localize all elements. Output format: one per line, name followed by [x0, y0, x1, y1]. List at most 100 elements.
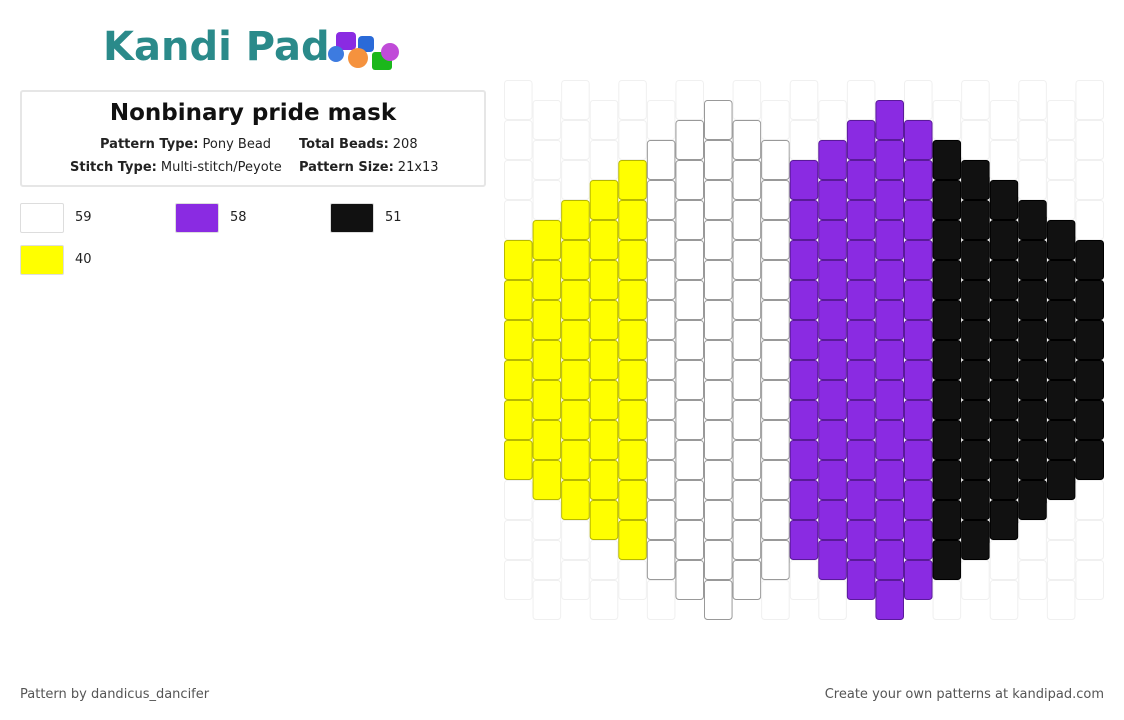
bead — [504, 280, 533, 320]
bead — [1018, 360, 1047, 400]
bead — [961, 480, 990, 520]
bead — [532, 340, 562, 380]
bead — [846, 280, 876, 320]
bead — [646, 380, 676, 420]
bead — [1075, 320, 1105, 360]
bead — [532, 380, 562, 420]
bead — [646, 140, 676, 180]
legend-swatch — [175, 203, 219, 233]
bead — [904, 200, 933, 240]
legend-swatch — [330, 203, 374, 233]
bead — [704, 340, 733, 380]
bead — [904, 240, 933, 280]
bead — [961, 520, 990, 560]
bead — [761, 540, 790, 580]
bead — [789, 280, 819, 320]
bead — [646, 260, 676, 300]
empty-bead — [589, 540, 619, 580]
info-item: Pattern Type: Pony Bead — [100, 137, 271, 152]
bead — [732, 320, 762, 360]
bead — [932, 180, 962, 220]
empty-bead — [1075, 80, 1105, 120]
bead — [618, 440, 647, 480]
info-label: Pattern Type: — [100, 137, 199, 152]
bead — [675, 160, 705, 200]
bead — [504, 240, 533, 280]
bead — [532, 420, 562, 460]
bead — [904, 480, 933, 520]
empty-bead — [1018, 120, 1047, 160]
bead — [561, 440, 590, 480]
info-label: Pattern Size: — [299, 160, 394, 175]
bead — [504, 400, 533, 440]
bead — [932, 140, 962, 180]
info-label: Stitch Type: — [70, 160, 157, 175]
empty-bead — [1075, 160, 1105, 200]
bead — [875, 260, 905, 300]
bead — [675, 400, 705, 440]
bead — [675, 320, 705, 360]
empty-bead — [646, 580, 676, 620]
bead — [618, 280, 647, 320]
legend-swatch — [20, 203, 64, 233]
bead — [818, 300, 847, 340]
bead — [704, 460, 733, 500]
bead — [932, 420, 962, 460]
empty-bead — [961, 80, 990, 120]
empty-bead — [589, 580, 619, 620]
bead — [646, 460, 676, 500]
bead — [846, 400, 876, 440]
bead — [1075, 440, 1105, 480]
bead — [818, 500, 847, 540]
bead — [846, 240, 876, 280]
bead — [846, 200, 876, 240]
footer-link[interactable]: Create your own patterns at kandipad.com — [824, 687, 1104, 702]
empty-bead — [761, 580, 790, 620]
empty-bead — [1018, 160, 1047, 200]
bead — [761, 500, 790, 540]
empty-bead — [761, 100, 790, 140]
bead — [904, 280, 933, 320]
info-item: Stitch Type: Multi-stitch/Peyote — [70, 160, 282, 175]
legend-count: 51 — [385, 210, 402, 225]
bead — [875, 380, 905, 420]
bead — [904, 160, 933, 200]
bead — [532, 220, 562, 260]
bead — [504, 360, 533, 400]
bead — [789, 520, 819, 560]
empty-bead — [789, 120, 819, 160]
bead — [875, 500, 905, 540]
bead — [789, 200, 819, 240]
bead — [704, 420, 733, 460]
bead — [961, 440, 990, 480]
bead — [618, 480, 647, 520]
bead — [646, 300, 676, 340]
bead — [675, 560, 705, 600]
empty-bead — [1075, 520, 1105, 560]
bead — [818, 260, 847, 300]
bead — [675, 440, 705, 480]
empty-bead — [818, 580, 847, 620]
bead — [846, 520, 876, 560]
bead — [989, 340, 1019, 380]
bead — [904, 120, 933, 160]
empty-bead — [1046, 180, 1076, 220]
bead — [875, 540, 905, 580]
bead — [1075, 400, 1105, 440]
bead — [904, 400, 933, 440]
bead — [846, 480, 876, 520]
empty-bead — [618, 120, 647, 160]
bead — [646, 500, 676, 540]
bead — [704, 380, 733, 420]
bead — [932, 260, 962, 300]
bead — [846, 360, 876, 400]
bead — [989, 460, 1019, 500]
footer-credit: Pattern by dandicus_dancifer — [20, 687, 210, 702]
empty-bead — [989, 140, 1019, 180]
bead — [732, 200, 762, 240]
bead — [846, 560, 876, 600]
empty-bead — [1018, 80, 1047, 120]
bead — [704, 100, 733, 140]
bead — [675, 240, 705, 280]
